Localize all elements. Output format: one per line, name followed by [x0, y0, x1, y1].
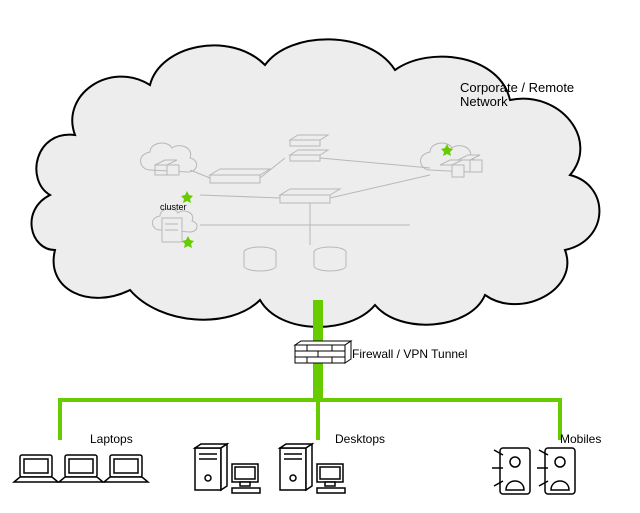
- laptop-icon: [104, 455, 148, 482]
- desktops-label: Desktops: [335, 432, 385, 446]
- laptops-group: [14, 455, 148, 482]
- mobiles-group: [492, 448, 575, 494]
- desktop-icon: [280, 444, 345, 493]
- laptop-icon: [14, 455, 58, 482]
- desktop-icon: [195, 444, 260, 493]
- desktops-group: [195, 444, 345, 493]
- mobile-icon: [537, 448, 575, 494]
- network-diagram: Corporate / Remote Network: [0, 0, 640, 513]
- cluster-label: cluster: [160, 202, 187, 212]
- mobile-icon: [492, 448, 530, 494]
- cloud-label-line1: Corporate / Remote: [460, 80, 574, 95]
- cloud-label-line2: Network: [460, 94, 508, 109]
- mobiles-label: Mobiles: [560, 432, 601, 446]
- firewall-label: Firewall / VPN Tunnel: [352, 347, 467, 361]
- laptops-label: Laptops: [90, 432, 133, 446]
- laptop-icon: [59, 455, 103, 482]
- firewall-icon: [295, 341, 351, 363]
